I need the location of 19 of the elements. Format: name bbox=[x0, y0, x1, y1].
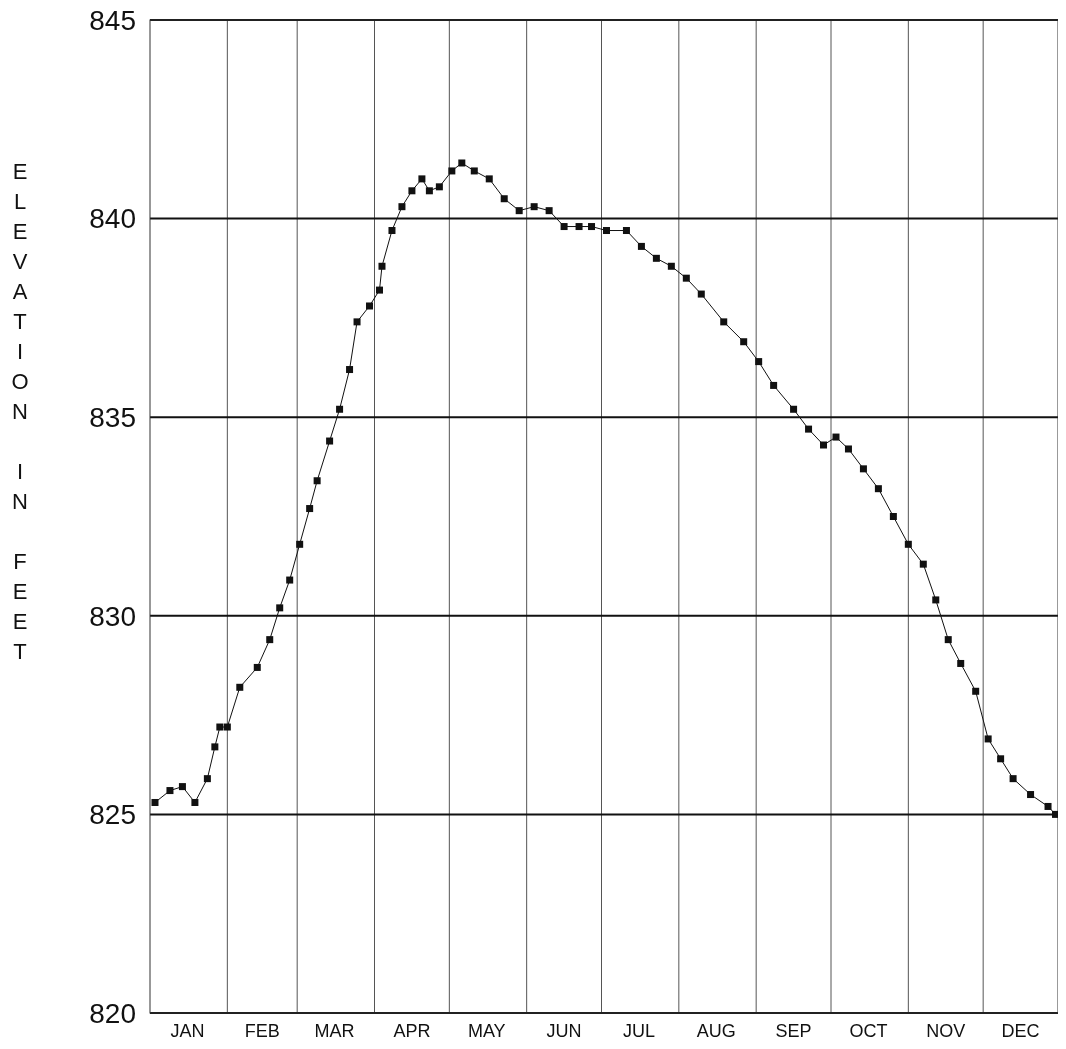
x-tick-label: MAR bbox=[314, 1021, 355, 1041]
text: ELEVATION IN FEET bbox=[11, 158, 29, 664]
x-tick-label: NOV bbox=[926, 1021, 966, 1041]
y-tick-label: 845 bbox=[89, 4, 136, 36]
x-tick-label: DEC bbox=[1001, 1021, 1040, 1041]
x-tick-label: JUL bbox=[622, 1021, 655, 1041]
x-tick-label: SEP bbox=[775, 1021, 812, 1041]
y-tick-label: 840 bbox=[89, 203, 136, 235]
x-tick-label: AUG bbox=[696, 1021, 736, 1041]
y-tick-label: 830 bbox=[89, 600, 136, 632]
x-tick-label: MAY bbox=[467, 1021, 506, 1041]
y-tick-label: 835 bbox=[89, 402, 136, 433]
y-tick-label: 825 bbox=[89, 799, 136, 831]
x-tick-label: JUN bbox=[546, 1021, 582, 1041]
y-tick-label: 820 bbox=[89, 997, 136, 1029]
x-tick-label: JAN bbox=[170, 1021, 205, 1041]
x-tick-label: APR bbox=[393, 1021, 431, 1041]
x-tick-label: OCT bbox=[849, 1021, 888, 1041]
x-tick-label: FEB bbox=[244, 1021, 280, 1041]
